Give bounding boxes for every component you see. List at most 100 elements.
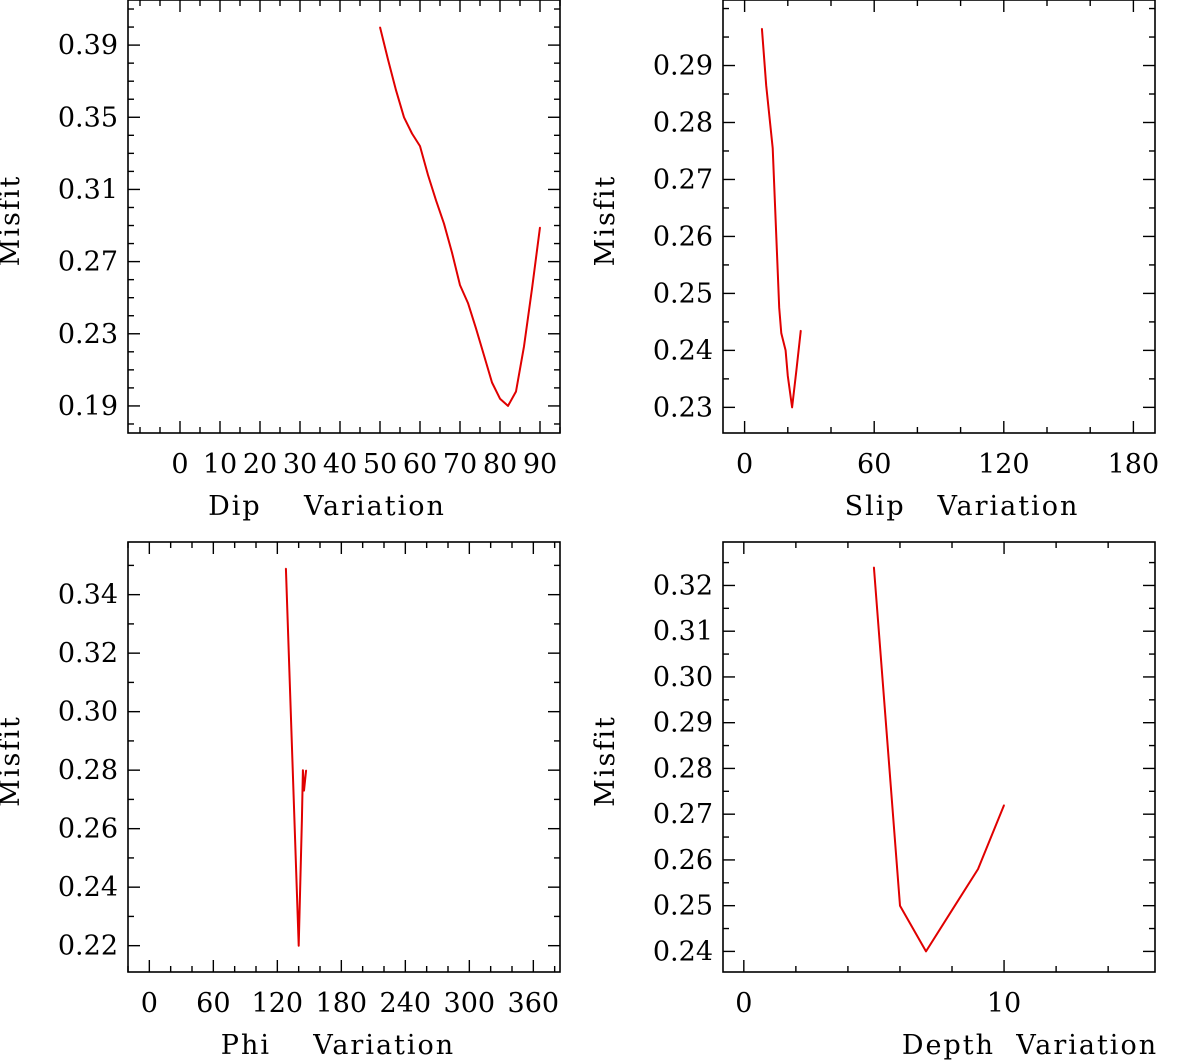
data-point bbox=[491, 381, 493, 384]
x-tick-label: 360 bbox=[508, 988, 560, 1019]
y-tick-label: 0.22 bbox=[58, 931, 118, 962]
data-point bbox=[305, 769, 307, 771]
data-point bbox=[411, 132, 413, 135]
y-tick-label: 0.25 bbox=[653, 891, 713, 922]
data-point bbox=[977, 868, 979, 870]
plot-frame bbox=[722, 0, 1156, 434]
x-tick-label: 80 bbox=[483, 449, 517, 480]
y-tick-label: 0.26 bbox=[653, 221, 713, 252]
x-tick-label: 0 bbox=[141, 988, 158, 1019]
series-line-dip bbox=[379, 26, 541, 407]
data-point bbox=[302, 769, 304, 771]
data-point bbox=[499, 398, 501, 400]
data-point bbox=[791, 406, 793, 408]
data-point bbox=[379, 26, 381, 28]
y-tick-label: 0.28 bbox=[653, 107, 713, 138]
series-line-slip bbox=[760, 28, 802, 409]
data-point bbox=[285, 567, 287, 569]
x-tick-label: 120 bbox=[252, 988, 304, 1019]
x-axis-title: Depth Variation bbox=[902, 1030, 1158, 1061]
x-tick-label: 90 bbox=[523, 449, 557, 480]
y-tick-label: 0.26 bbox=[653, 845, 713, 876]
x-tick-label: 300 bbox=[444, 988, 496, 1019]
data-point bbox=[925, 950, 927, 953]
y-tick-label: 0.27 bbox=[58, 247, 118, 278]
y-tick-label: 0.32 bbox=[653, 570, 713, 601]
x-tick-label: 70 bbox=[443, 449, 477, 480]
y-tick-label: 0.27 bbox=[653, 799, 713, 830]
data-point bbox=[395, 89, 397, 91]
panel-depth: 0 10 0.24 0.25 0.26 0.27 0.28 0.29 0.30 0.31 0.32 D… bbox=[590, 541, 1158, 1061]
y-tick-label: 0.39 bbox=[58, 30, 118, 61]
data-point bbox=[403, 116, 405, 118]
data-point bbox=[778, 307, 780, 309]
data-point bbox=[772, 147, 774, 149]
x-tick-label: 50 bbox=[363, 449, 397, 480]
plot-frame bbox=[127, 0, 561, 434]
data-point bbox=[761, 27, 763, 30]
y-tick-label: 0.26 bbox=[58, 814, 118, 845]
y-tick-label: 0.28 bbox=[58, 755, 118, 786]
y-tick-label: 0.23 bbox=[653, 392, 713, 423]
data-point bbox=[419, 145, 421, 147]
data-point bbox=[873, 566, 875, 568]
data-point bbox=[951, 909, 953, 911]
y-axis-title: Misfit bbox=[0, 715, 26, 807]
data-point bbox=[459, 284, 461, 286]
y-tick-label: 0.34 bbox=[58, 580, 118, 611]
data-point bbox=[475, 327, 477, 329]
x-tick-label: 240 bbox=[380, 988, 432, 1019]
plot-frame bbox=[127, 541, 561, 973]
data-point bbox=[523, 345, 525, 347]
data-point bbox=[899, 905, 901, 907]
y-tick-label: 0.24 bbox=[58, 872, 118, 903]
y-tick-label: 0.27 bbox=[653, 164, 713, 195]
y-axis-title: Misfit bbox=[590, 175, 621, 267]
data-point bbox=[387, 58, 389, 61]
y-tick-label: 0.30 bbox=[653, 662, 713, 693]
data-point bbox=[787, 375, 789, 377]
y-tick-label: 0.24 bbox=[653, 936, 713, 967]
y-axis-title: Misfit bbox=[590, 715, 621, 807]
x-tick-label: 0 bbox=[736, 449, 753, 480]
y-tick-label: 0.29 bbox=[653, 708, 713, 739]
x-tick-label: 30 bbox=[283, 449, 317, 480]
data-point bbox=[1003, 804, 1005, 806]
x-tick-label: 60 bbox=[196, 988, 230, 1019]
data-point bbox=[451, 251, 453, 254]
data-point bbox=[435, 199, 437, 201]
data-point bbox=[301, 819, 303, 821]
y-tick-label: 0.32 bbox=[58, 638, 118, 669]
data-point bbox=[785, 349, 787, 351]
x-tick-label: 10 bbox=[203, 449, 237, 480]
x-tick-label: 40 bbox=[323, 449, 357, 480]
y-tick-label: 0.24 bbox=[653, 335, 713, 366]
x-tick-label: 120 bbox=[978, 449, 1030, 480]
x-tick-label: 0 bbox=[171, 449, 188, 480]
y-tick-label: 0.28 bbox=[653, 753, 713, 784]
y-tick-label: 0.29 bbox=[653, 51, 713, 82]
y-tick-label: 0.31 bbox=[58, 174, 118, 205]
x-tick-label: 60 bbox=[857, 449, 891, 480]
x-tick-label: 20 bbox=[243, 449, 277, 480]
data-point bbox=[539, 226, 541, 228]
x-axis-title: Dip Variation bbox=[208, 491, 446, 522]
data-point bbox=[303, 790, 305, 792]
series-line-depth bbox=[872, 567, 1006, 953]
y-tick-label: 0.30 bbox=[58, 697, 118, 728]
panel-slip: 0 60 120 180 0.23 0.24 0.25 0.26 0.27 0.28 0.29 Sli… bbox=[590, 0, 1159, 522]
data-point bbox=[780, 332, 782, 334]
data-point bbox=[765, 84, 767, 87]
data-point bbox=[507, 405, 509, 407]
data-point bbox=[515, 390, 517, 393]
x-axis-title: Slip Variation bbox=[845, 491, 1080, 522]
panel-phi: 0 60 120 180 240 300 360 0.22 0.24 0.26 0.28 0.30 0.… bbox=[0, 541, 561, 1061]
series-line-phi bbox=[284, 568, 308, 947]
data-point bbox=[483, 354, 485, 357]
x-tick-label: 60 bbox=[403, 449, 437, 480]
data-point bbox=[427, 174, 429, 176]
y-axis-title: Misfit bbox=[0, 175, 26, 267]
x-tick-label: 180 bbox=[1108, 449, 1160, 480]
y-tick-label: 0.23 bbox=[58, 319, 118, 350]
